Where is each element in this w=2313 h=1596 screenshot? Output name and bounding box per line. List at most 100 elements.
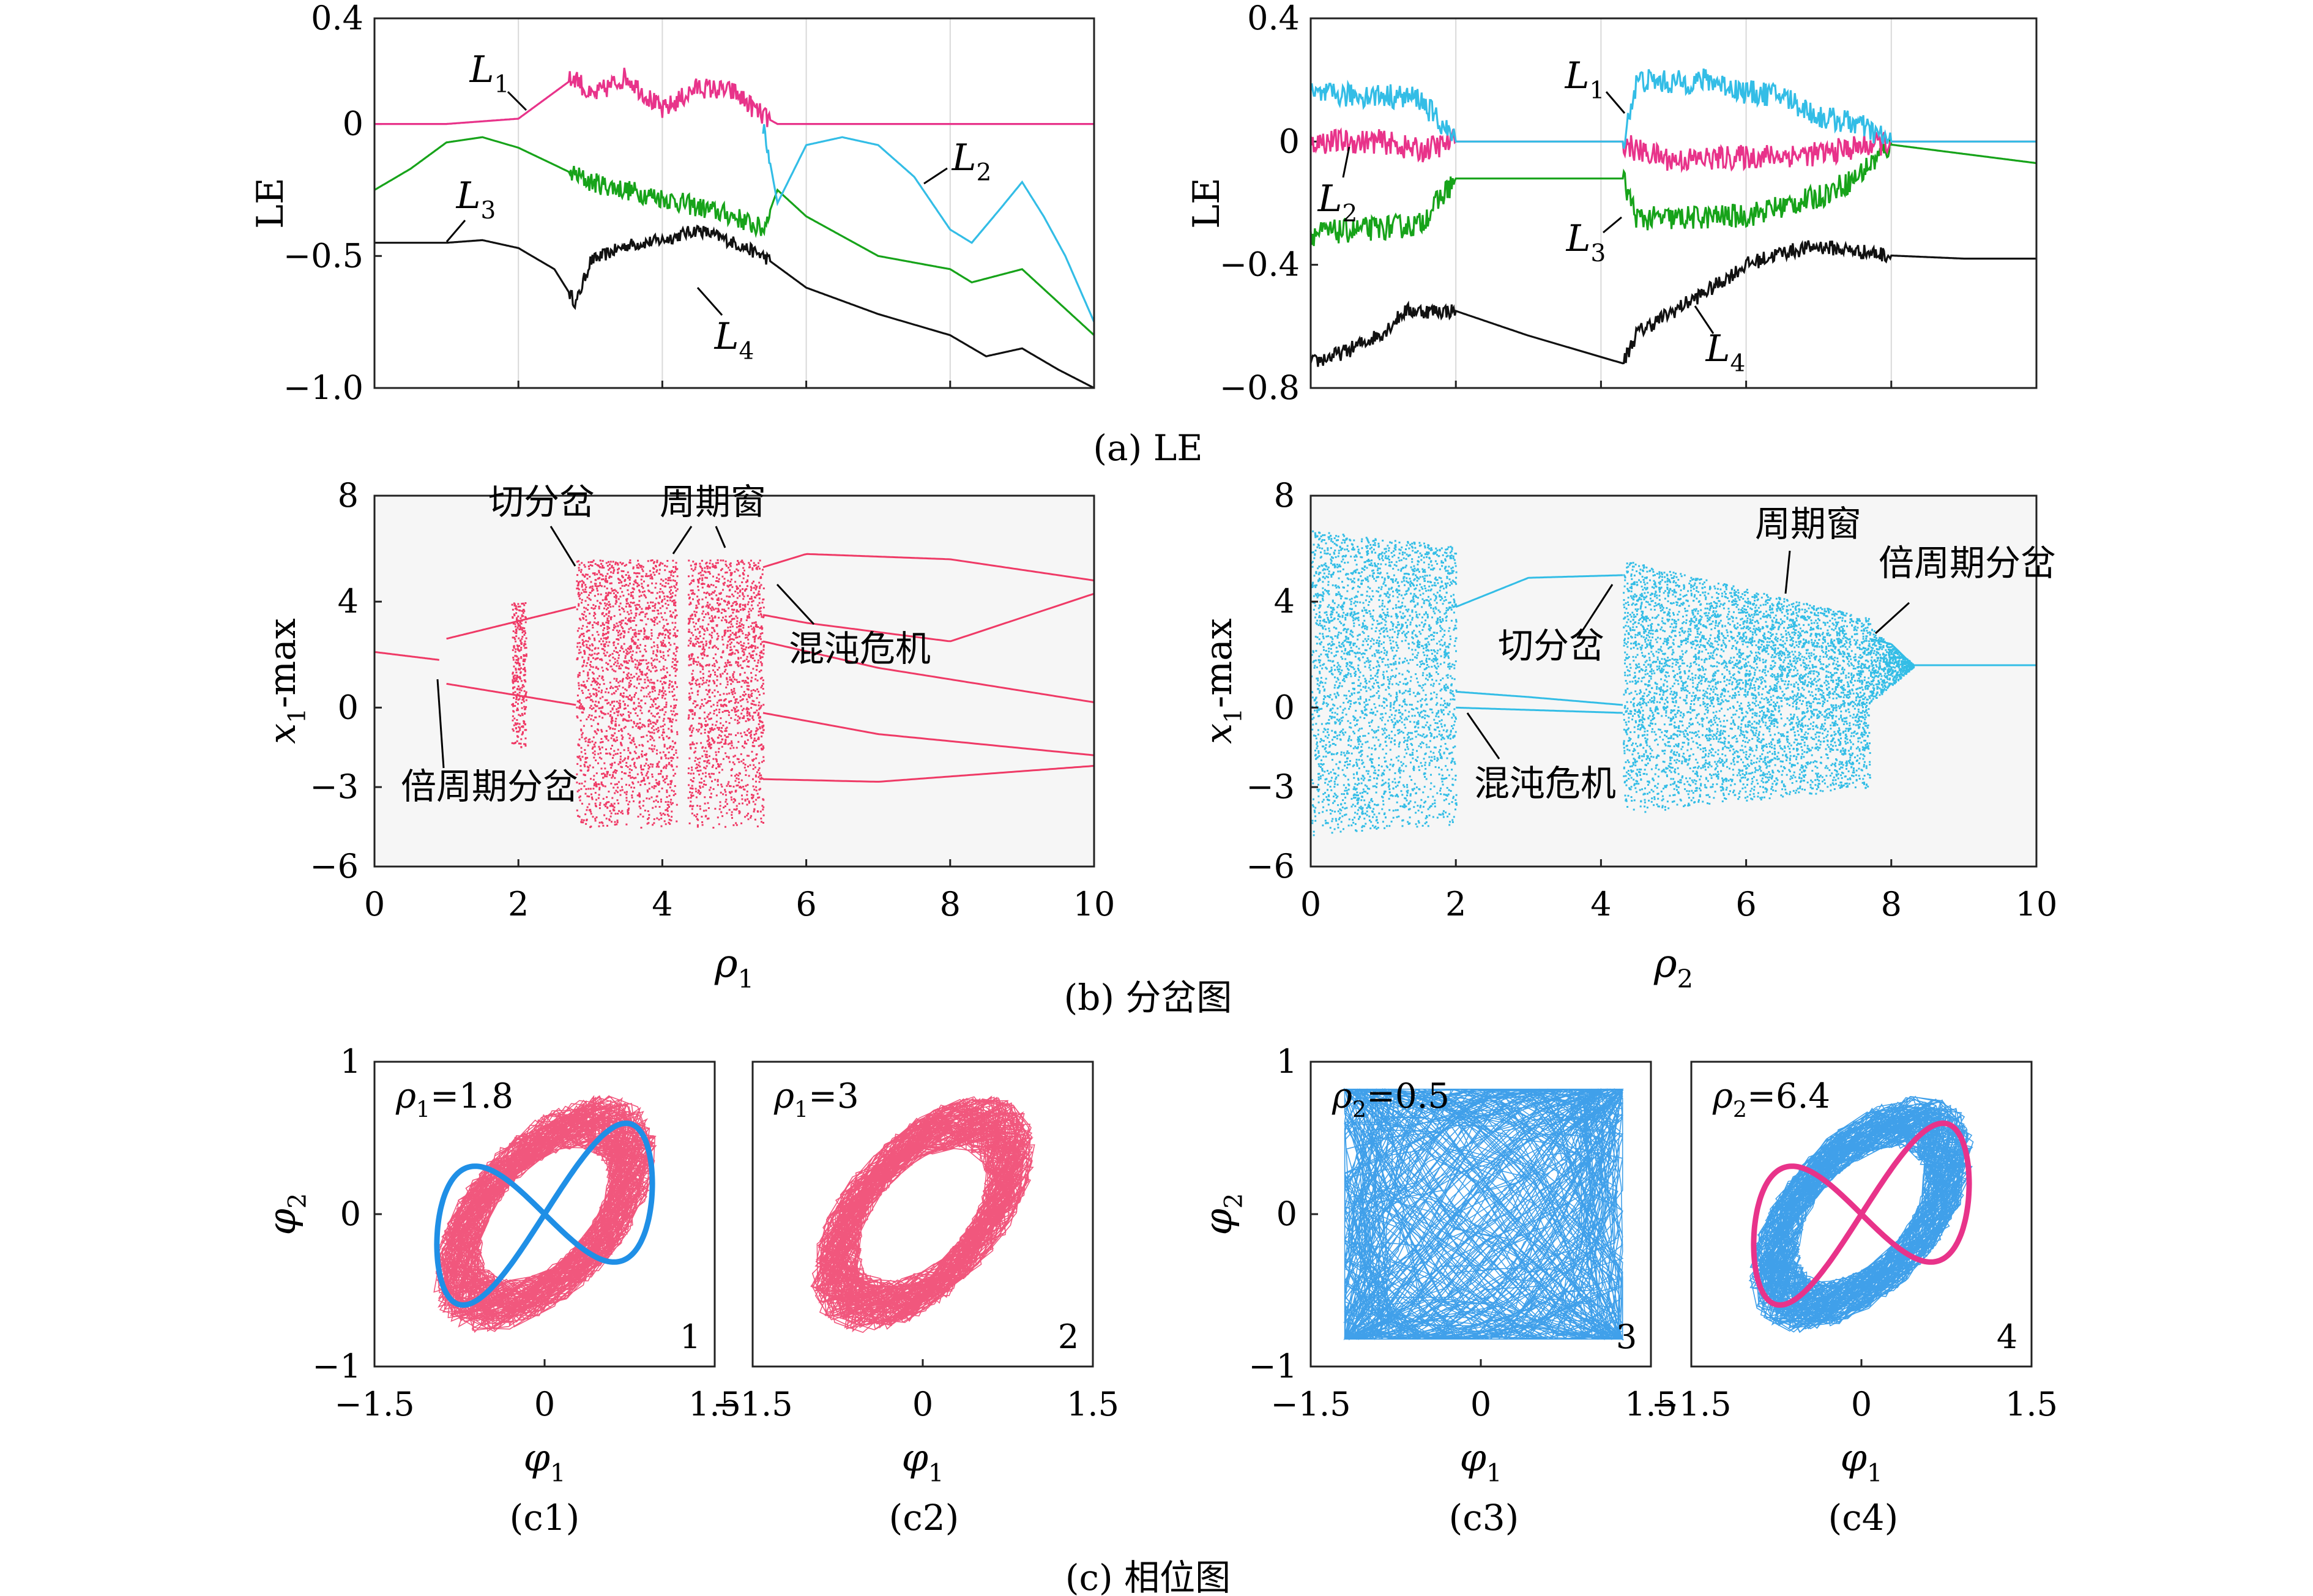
phase-panel-c1: ρ1=1.8 1 −1.5 0 1.5 φ1 1 0 −1 φ2 (259, 1042, 741, 1487)
x-tick-label: 6 (795, 885, 816, 923)
x-tick-label: 0 (1851, 1385, 1872, 1423)
y-axis-label: x1-max (261, 618, 311, 744)
series-label-L4: L4 (714, 315, 754, 365)
x-tick-label: −1.5 (1651, 1385, 1731, 1423)
annotation-leader (1784, 550, 1791, 594)
trajectory (433, 1095, 657, 1333)
plot-background (1311, 496, 2036, 867)
x-tick-label: 1.5 (1625, 1385, 1677, 1423)
periodic-branch (762, 765, 1095, 783)
x-tick-label: 0 (364, 885, 385, 923)
periodic-orbit (1751, 1120, 1972, 1308)
y-tick-label: 0 (343, 105, 363, 143)
annotation-leader (715, 526, 726, 548)
label-leader (1342, 146, 1350, 178)
series-label-L3: L3 (456, 174, 496, 225)
plot-frame (373, 17, 1095, 389)
x-axis-label: φ1 (523, 1435, 565, 1487)
x-axis-label: φ1 (1459, 1435, 1502, 1487)
x-tick-label: 0 (534, 1385, 555, 1423)
periodic-branch (1455, 574, 1623, 608)
annotation-label: 混沌危机 (1474, 763, 1616, 804)
plot-frame (373, 494, 1095, 868)
y-tick-label: −0.4 (1220, 245, 1300, 284)
y-tick-label: 4 (338, 582, 359, 621)
series-label-L2: L2 (1317, 177, 1358, 228)
periodic-branch (762, 592, 1095, 643)
label-leader (696, 287, 723, 316)
x-tick-label: 2 (1445, 885, 1466, 923)
x-tick-label: 6 (1735, 885, 1756, 923)
chaos-dots (1311, 530, 1915, 837)
annotation-label: 周期窗 (1755, 503, 1861, 545)
annotation-leader (436, 679, 445, 769)
chaos-dots (511, 559, 765, 829)
caption-c2: (c2) (889, 1497, 959, 1538)
plot-frame (751, 1061, 1094, 1368)
plot-frame (1309, 494, 2038, 868)
label-leader (1603, 216, 1622, 234)
series-line-L4 (1309, 240, 2036, 367)
trajectory (1343, 1087, 1625, 1341)
y-tick-label: −1.0 (283, 368, 363, 407)
panel-number: 4 (1997, 1318, 2017, 1356)
x-axis-label: ρ1 (714, 941, 754, 994)
series-line-L3 (374, 136, 1095, 336)
x-tick-label: −1.5 (712, 1385, 792, 1423)
annotation-label: 倍周期分岔 (401, 766, 578, 807)
caption-c3: (c3) (1449, 1497, 1519, 1538)
annotation-leader (1874, 602, 1910, 635)
parameter-label: ρ1=1.8 (395, 1076, 513, 1123)
x-tick-label: 2 (508, 885, 529, 923)
plot-frame (1690, 1061, 2033, 1368)
y-axis-label: φ2 (1196, 1193, 1248, 1235)
y-axis-label: LE (249, 177, 292, 229)
x-tick-label: −1.5 (1270, 1385, 1350, 1423)
y-tick-label: 1 (340, 1042, 361, 1081)
caption-c1: (c1) (510, 1497, 580, 1538)
x-axis-label: φ1 (901, 1435, 944, 1487)
y-tick-label: −1 (312, 1347, 361, 1385)
x-tick-label: 0 (1470, 1385, 1491, 1423)
x-tick-label: 10 (1073, 885, 1116, 923)
x-tick-label: 0 (1300, 885, 1321, 923)
y-tick-label: −6 (310, 847, 359, 886)
annotation-leader (549, 526, 576, 567)
x-tick-label: 8 (940, 885, 961, 923)
y-tick-label: 8 (1274, 476, 1295, 515)
label-leader (1694, 305, 1715, 334)
caption-c: (c) 相位图 (1065, 1557, 1231, 1596)
y-tick-label: 0 (1276, 1195, 1297, 1233)
plot-background (374, 496, 1094, 867)
x-tick-label: 1.5 (2005, 1385, 2058, 1423)
phase-panel-c4: ρ2=6.4 4 −1.5 0 1.5 φ1 (1651, 1061, 2058, 1487)
x-tick-label: 1.5 (1067, 1385, 1119, 1423)
caption-a: (a) LE (1093, 427, 1202, 469)
x-axis-label: ρ2 (1653, 941, 1693, 994)
y-axis-label: x1-max (1197, 618, 1248, 744)
x-tick-label: −1.5 (334, 1385, 414, 1423)
annotation-leader (776, 583, 815, 625)
annotation-leader (1466, 712, 1500, 759)
parameter-label: ρ2=6.4 (1712, 1076, 1830, 1123)
series-label-L1: L1 (469, 48, 510, 99)
y-tick-label: 0.4 (311, 0, 363, 37)
series-label-L2: L2 (952, 136, 992, 187)
x-tick-label: 0 (912, 1385, 933, 1423)
x-tick-label: 4 (652, 885, 672, 923)
x-tick-label: 10 (2016, 885, 2058, 923)
series-line-L3 (1309, 136, 2037, 247)
plot-frame (1309, 1061, 1652, 1368)
periodic-branch (446, 682, 576, 706)
periodic-branch (762, 712, 1095, 756)
y-tick-label: 8 (338, 476, 359, 515)
y-tick-label: −0.8 (1220, 368, 1300, 407)
y-tick-label: −6 (1246, 847, 1295, 886)
y-axis-label: φ2 (259, 1193, 311, 1235)
y-tick-label: 0.4 (1247, 0, 1300, 37)
caption-b: (b) 分岔图 (1064, 977, 1232, 1018)
periodic-branch (1456, 690, 1623, 706)
